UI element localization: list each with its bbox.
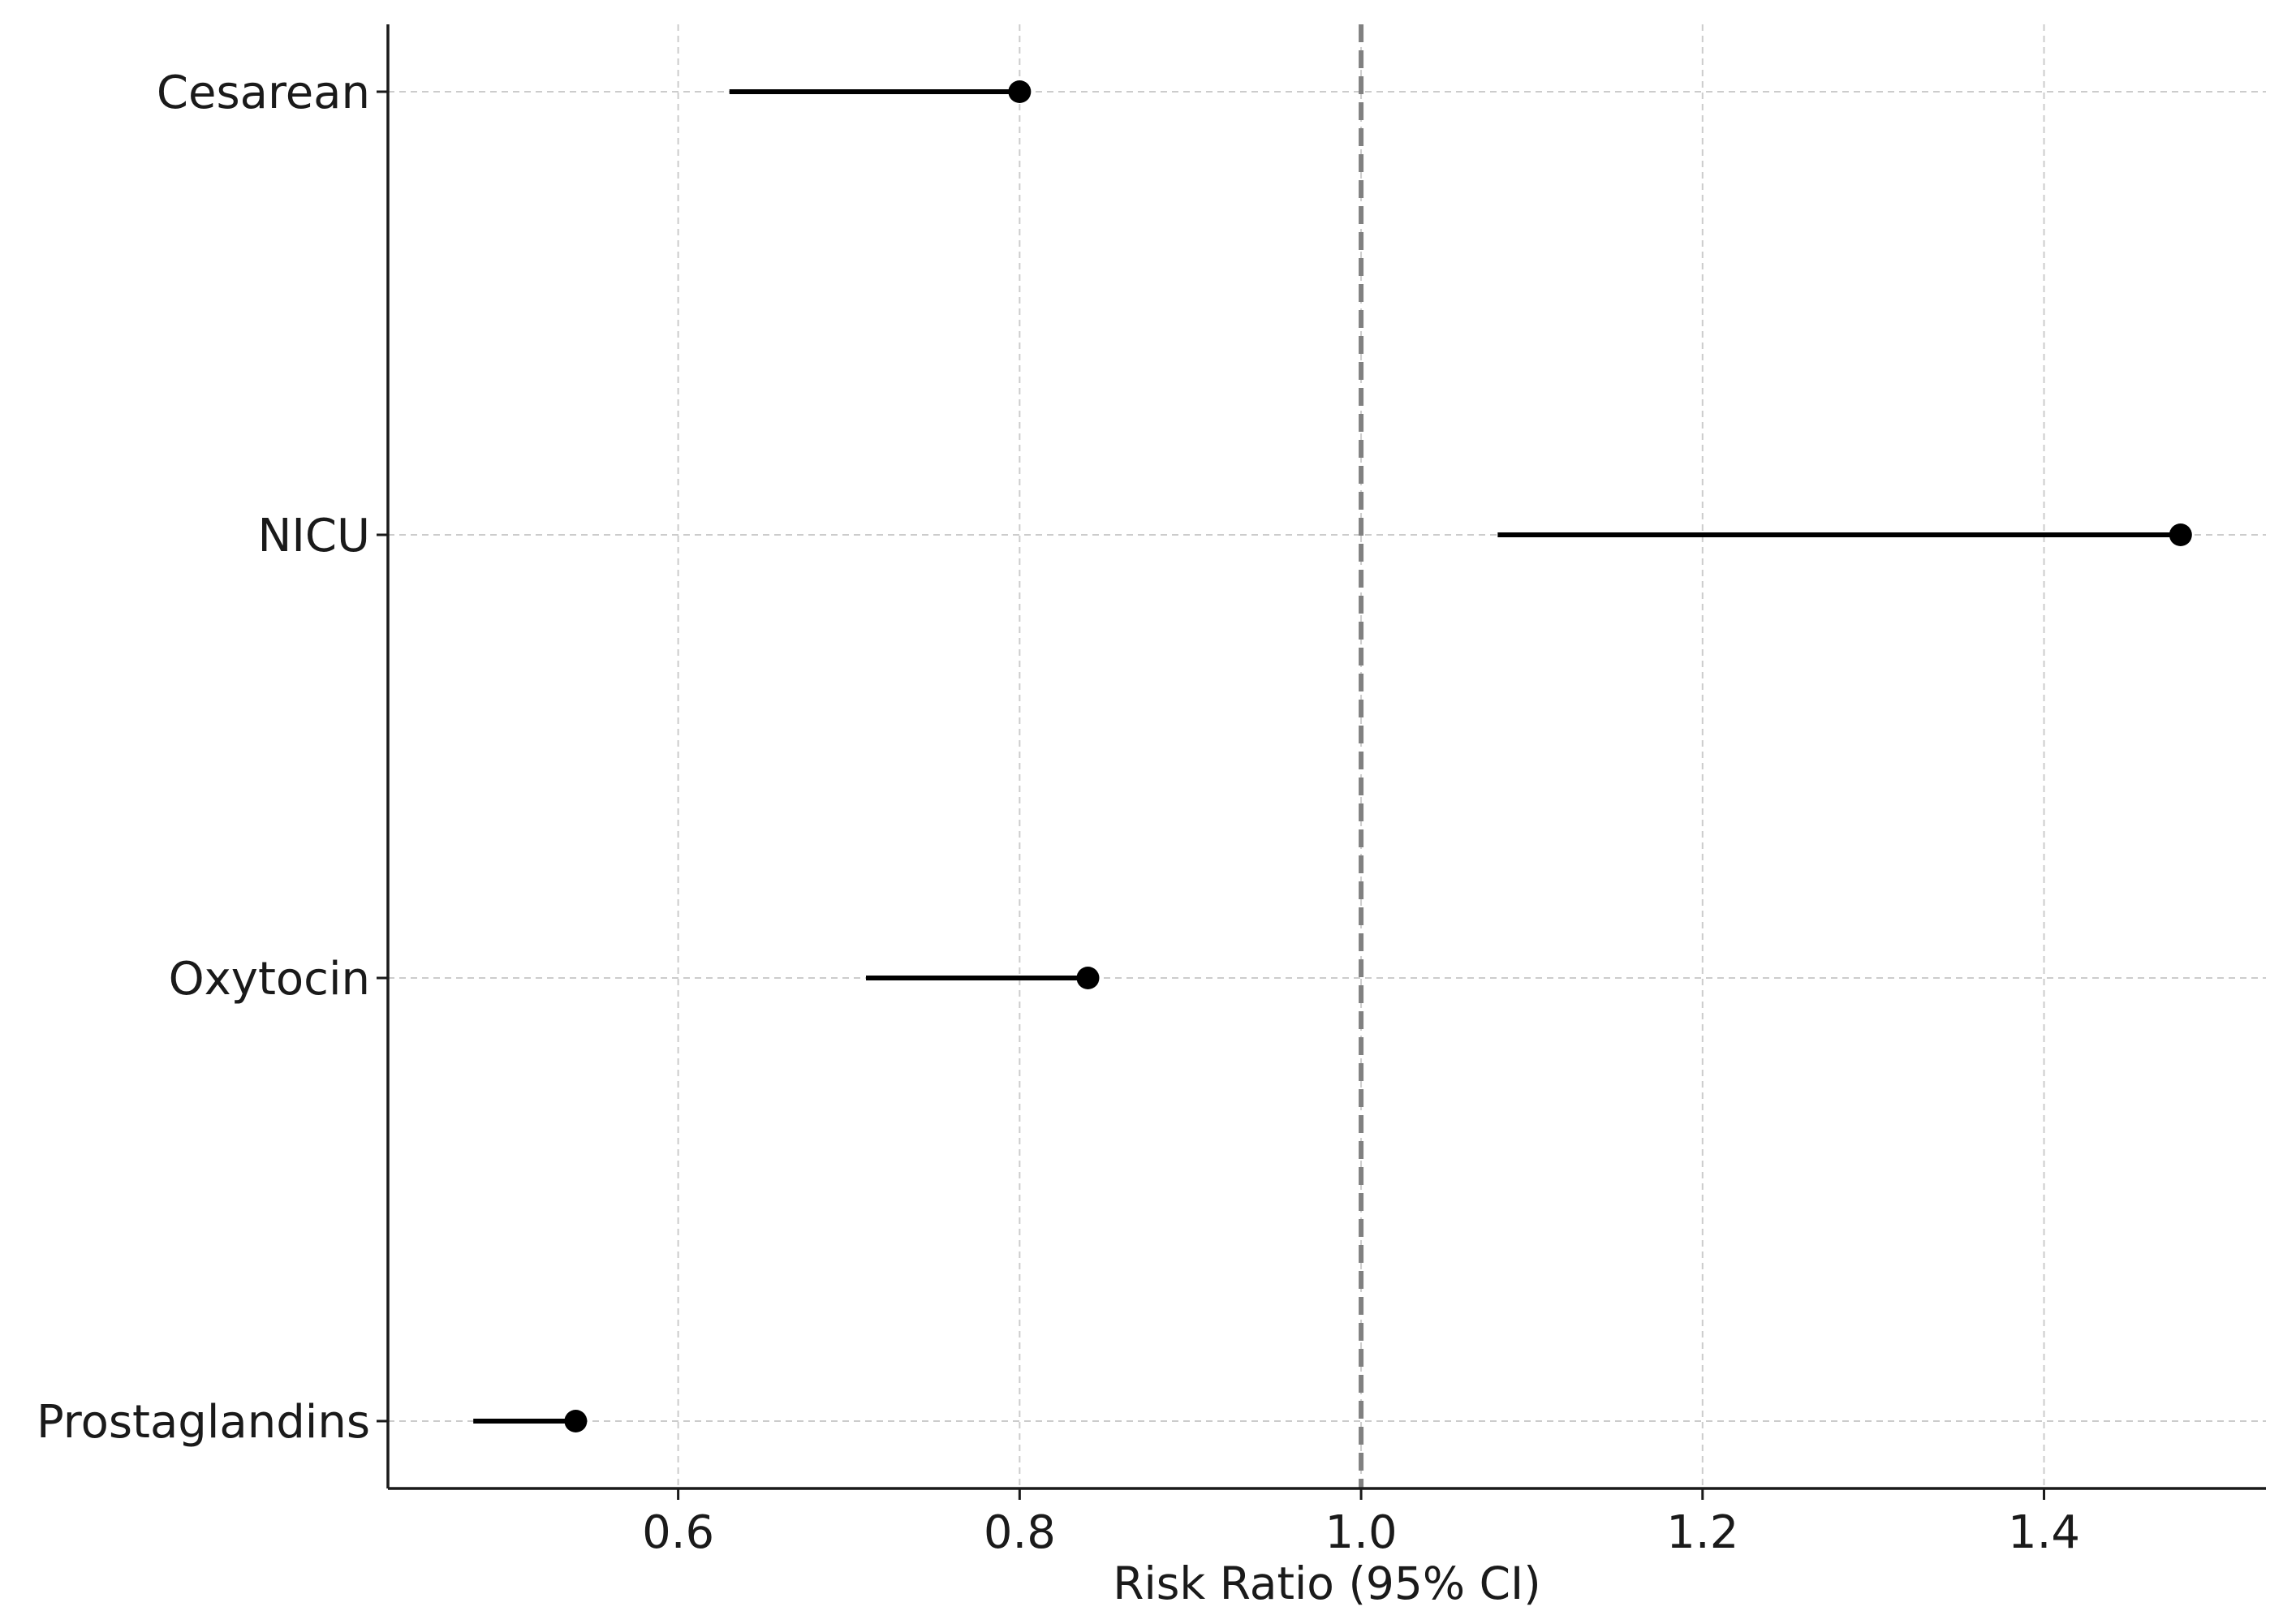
- x-tick-label-1.0: 1.0: [1325, 1506, 1398, 1559]
- x-tick-label-0.6: 0.6: [642, 1506, 714, 1559]
- point-estimate-oxytocin: [1076, 967, 1100, 989]
- y-tick-label-oxytocin: Oxytocin: [169, 953, 370, 1006]
- point-estimate-cesarean: [1008, 80, 1032, 103]
- y-tick-label-cesarean: Cesarean: [157, 67, 370, 119]
- y-tick-label-prostaglandins: Prostaglandins: [37, 1396, 370, 1449]
- marks-layer: [473, 80, 2192, 1432]
- x-axis-title: Risk Ratio (95% CI): [1113, 1557, 1540, 1609]
- x-tick-label-1.4: 1.4: [2008, 1506, 2080, 1559]
- point-estimate-nicu: [2169, 523, 2192, 546]
- y-tick-label-nicu: NICU: [258, 510, 371, 562]
- axis-layer: [377, 24, 2266, 1500]
- grid-layer: [388, 24, 2266, 1488]
- x-tick-label-0.8: 0.8: [984, 1506, 1056, 1559]
- point-estimate-prostaglandins: [564, 1410, 588, 1432]
- label-layer: Risk Ratio (95% CI) 0.6 0.8 1.0 1.2 1.4 Cesar…: [37, 67, 2080, 1609]
- x-tick-label-1.2: 1.2: [1666, 1506, 1738, 1559]
